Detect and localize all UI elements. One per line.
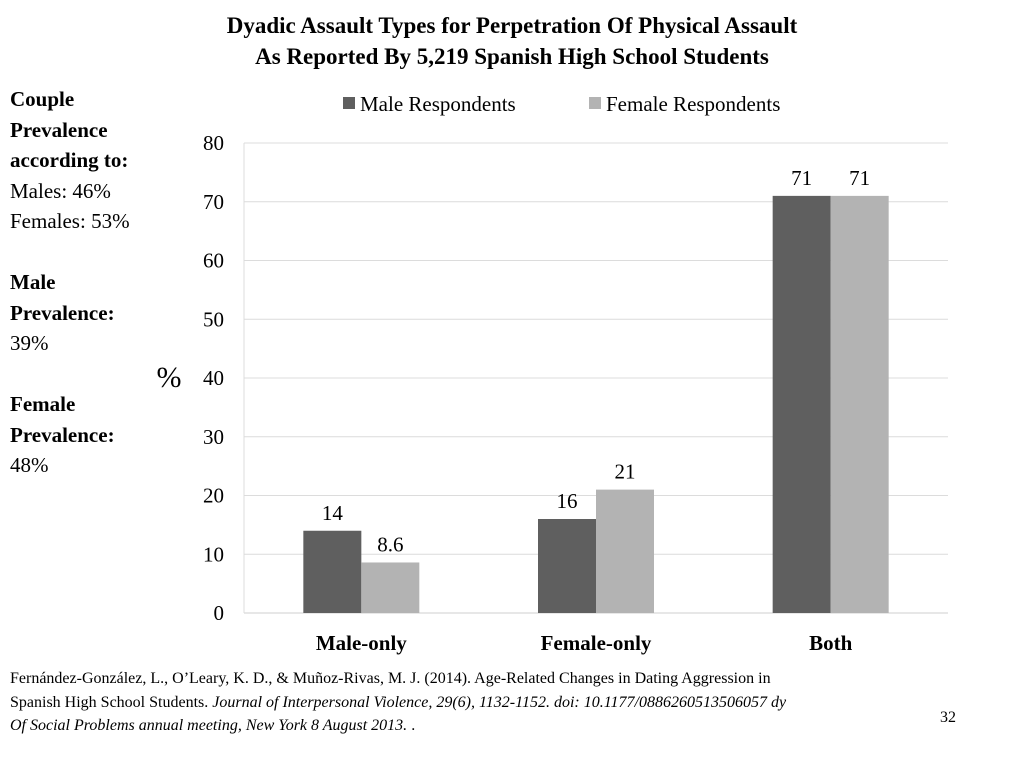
legend: Male Respondents Female Respondents: [343, 92, 780, 116]
legend-label: Female Respondents: [606, 92, 780, 116]
bar-female-respondents: [361, 562, 420, 613]
legend-swatch: [589, 97, 601, 109]
title-line-2: As Reported By 5,219 Spanish High School…: [255, 44, 769, 69]
citation: Fernández-González, L., O’Leary, K. D., …: [10, 667, 1010, 738]
bar-male-respondents: [772, 195, 831, 613]
legend-swatch: [343, 97, 355, 109]
y-tick-label: 50: [203, 307, 224, 331]
citation-journal: Journal of Interpersonal Violence, 29(6)…: [212, 693, 787, 711]
bars: [303, 195, 889, 613]
x-category-label: Female-only: [541, 631, 652, 655]
citation-meeting: Of Social Problems annual meeting, New Y…: [10, 717, 408, 734]
x-axis-categories: Male-only Female-only Both: [316, 631, 853, 655]
citation-tail: .: [407, 717, 416, 734]
y-tick-label: 70: [203, 190, 224, 214]
male-prevalence-heading-2: Prevalence:: [10, 300, 115, 325]
data-label: 16: [557, 489, 578, 513]
y-tick-label: 20: [203, 484, 224, 508]
citation-line-2-text: Spanish High School Students.: [10, 693, 213, 711]
data-label: 8.6: [377, 532, 403, 556]
female-prevalence-heading-1: Female: [10, 392, 76, 416]
page-number: 32: [940, 709, 956, 726]
female-prevalence-value: 48%: [10, 453, 49, 477]
y-tick-label: 30: [203, 425, 224, 449]
data-label: 71: [791, 166, 812, 190]
prevalence-notes: Couple Prevalence according to: Males: 4…: [10, 84, 180, 481]
title-line-1: Dyadic Assault Types for Perpetration Of…: [226, 13, 798, 38]
y-tick-label: 80: [203, 131, 224, 155]
slide-title: Dyadic Assault Types for Perpetration Of…: [0, 10, 1024, 72]
y-axis-ticks: 0 10 20 30 40 50 60 70 80: [203, 131, 224, 625]
female-prevalence-heading-2: Prevalence:: [10, 422, 115, 447]
bar-chart: 0 10 20 30 40 50 60 70 80 14 8.6 16 21 71 71 Male-onl…: [157, 92, 948, 655]
bar-male-respondents: [538, 519, 596, 613]
y-tick-label: 60: [203, 249, 224, 273]
bar-female-respondents: [596, 489, 654, 613]
data-label: 14: [322, 501, 344, 525]
couple-prevalence-heading-2: Prevalence: [10, 117, 108, 142]
x-category-label: Male-only: [316, 631, 407, 655]
couple-prevalence-heading-3: according to:: [10, 148, 129, 172]
x-category-label: Both: [809, 631, 853, 655]
citation-line-2: Spanish High School Students. Journal of…: [10, 691, 1010, 715]
y-axis-label: %: [157, 361, 182, 394]
y-tick-label: 40: [203, 366, 224, 390]
y-tick-label: 10: [203, 542, 224, 566]
data-label: 21: [615, 460, 636, 484]
couple-prevalence-heading-1: Couple: [10, 87, 75, 111]
couple-prevalence-females: Females: 53%: [10, 209, 130, 233]
male-prevalence-heading-1: Male: [10, 270, 56, 294]
legend-label: Male Respondents: [360, 92, 516, 116]
bar-female-respondents: [830, 195, 889, 613]
y-tick-label: 0: [214, 601, 225, 625]
data-labels: 14 8.6 16 21 71 71: [322, 166, 870, 557]
bar-male-respondents: [303, 530, 362, 613]
citation-line-1: Fernández-González, L., O’Leary, K. D., …: [10, 670, 771, 687]
male-prevalence-value: 39%: [10, 331, 49, 355]
data-label: 71: [849, 166, 870, 190]
couple-prevalence-males: Males: 46%: [10, 178, 111, 203]
citation-line-3: Of Social Problems annual meeting, New Y…: [10, 714, 1010, 738]
